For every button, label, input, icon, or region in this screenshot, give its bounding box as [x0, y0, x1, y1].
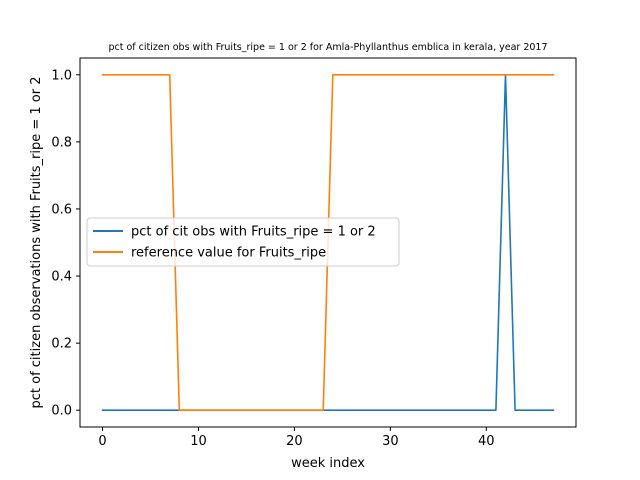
- x-tick-label: 40: [478, 434, 495, 449]
- x-tick-label: 0: [98, 434, 106, 449]
- legend-label-series-2: reference value for Fruits_ripe: [131, 246, 326, 261]
- y-axis-label: pct of citizen observations with Fruits_…: [29, 76, 44, 408]
- axes-layer: 0 10 20 30 40 0.0 0.2 0.4 0.6 0.8 1.0: [51, 68, 494, 449]
- y-tick-label: 0.8: [51, 135, 72, 150]
- series-line-1: [101, 73, 555, 412]
- x-tick-label: 10: [190, 434, 207, 449]
- y-tick-label: 0.6: [51, 202, 72, 217]
- chart-title: pct of citizen obs with Fruits_ripe = 1 …: [108, 42, 547, 53]
- legend-label-series-1: pct of cit obs with Fruits_ripe = 1 or 2: [131, 225, 376, 240]
- y-tick-label: 1.0: [51, 68, 72, 83]
- x-tick-label: 30: [382, 434, 399, 449]
- plot-frame: [79, 57, 577, 428]
- x-axis-label: week index: [291, 456, 365, 471]
- legend-box: [86, 217, 400, 267]
- y-tick-label: 0.4: [51, 270, 72, 285]
- legend: pct of cit obs with Fruits_ripe = 1 or 2…: [86, 217, 400, 267]
- x-tick-label: 20: [286, 434, 303, 449]
- y-tick-label: 0.2: [51, 337, 72, 352]
- y-tick-label: 0.0: [51, 404, 72, 419]
